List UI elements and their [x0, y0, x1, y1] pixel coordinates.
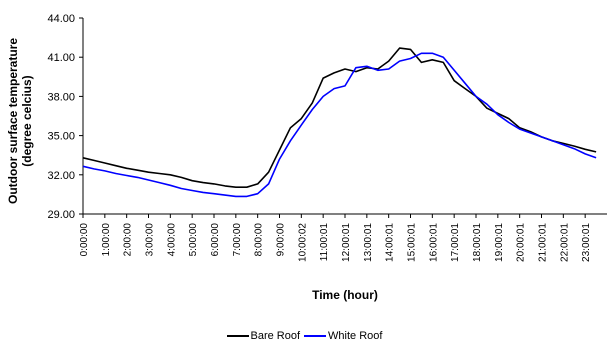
x-tick-label: 6:00:00 — [210, 223, 221, 257]
x-tick-label: 7:00:00 — [232, 223, 243, 257]
legend-label-bare-roof: Bare Roof — [250, 330, 301, 342]
y-tick-label: 38.00 — [47, 91, 75, 103]
x-axis-ticks: 0:00:00 1:00:00 2:00:00 3:00:00 4:00:00 5:00:… — [79, 214, 592, 262]
legend-label-white-roof: White Roof — [328, 330, 383, 342]
x-tick-label: 4:00:00 — [166, 223, 177, 257]
x-tick-label: 11:00:01 — [319, 223, 330, 262]
x-tick-label: 16:00:01 — [428, 223, 439, 262]
series-group — [82, 47, 597, 198]
x-tick-label: 22:00:01 — [559, 223, 570, 262]
legend-item-white-roof: White Roof — [304, 330, 382, 342]
x-axis-title: Time (hour) — [312, 288, 378, 302]
x-tick-label: 17:00:01 — [450, 223, 461, 262]
y-tick-label: 44.00 — [47, 13, 75, 25]
legend-swatch-white-roof — [304, 335, 327, 337]
x-tick-label: 2:00:00 — [123, 223, 134, 257]
x-tick-label: 15:00:01 — [407, 223, 418, 262]
y-axis-title-line-2: (degree celcius) — [20, 75, 34, 166]
legend: Bare Roof White Roof — [0, 329, 609, 343]
x-tick-label: 9:00:00 — [276, 223, 287, 257]
y-axis-title-line-1: Outdoor surface temperature — [6, 38, 20, 204]
series-line-white-roof — [82, 52, 597, 198]
x-tick-label: 0:00:00 — [79, 223, 90, 257]
x-tick-label: 8:00:00 — [254, 223, 265, 257]
x-tick-label: 18:00:01 — [472, 223, 483, 262]
x-tick-label: 21:00:01 — [538, 223, 549, 262]
y-axis-ticks: 29.00 32.00 35.00 38.00 41.00 44.00 — [47, 13, 83, 221]
y-tick-label: 32.00 — [47, 170, 75, 182]
x-tick-label: 14:00:01 — [385, 223, 396, 262]
legend-swatch-bare-roof — [226, 335, 249, 337]
x-tick-label: 23:00:01 — [581, 223, 592, 262]
y-tick-label: 35.00 — [47, 131, 75, 143]
x-tick-label: 12:00:01 — [341, 223, 352, 262]
x-tick-label: 5:00:00 — [188, 223, 199, 257]
x-tick-label: 1:00:00 — [101, 223, 112, 257]
x-tick-label: 19:00:01 — [494, 223, 505, 262]
y-tick-label: 29.00 — [47, 209, 75, 221]
legend-item-bare-roof: Bare Roof — [226, 330, 301, 342]
series-line-bare-roof — [82, 47, 597, 188]
x-tick-label: 20:00:01 — [516, 223, 527, 262]
x-tick-label: 3:00:00 — [145, 223, 156, 257]
x-tick-label: 13:00:01 — [363, 223, 374, 262]
x-tick-label: 10:00:02 — [297, 223, 308, 262]
y-tick-label: 41.00 — [47, 52, 75, 64]
